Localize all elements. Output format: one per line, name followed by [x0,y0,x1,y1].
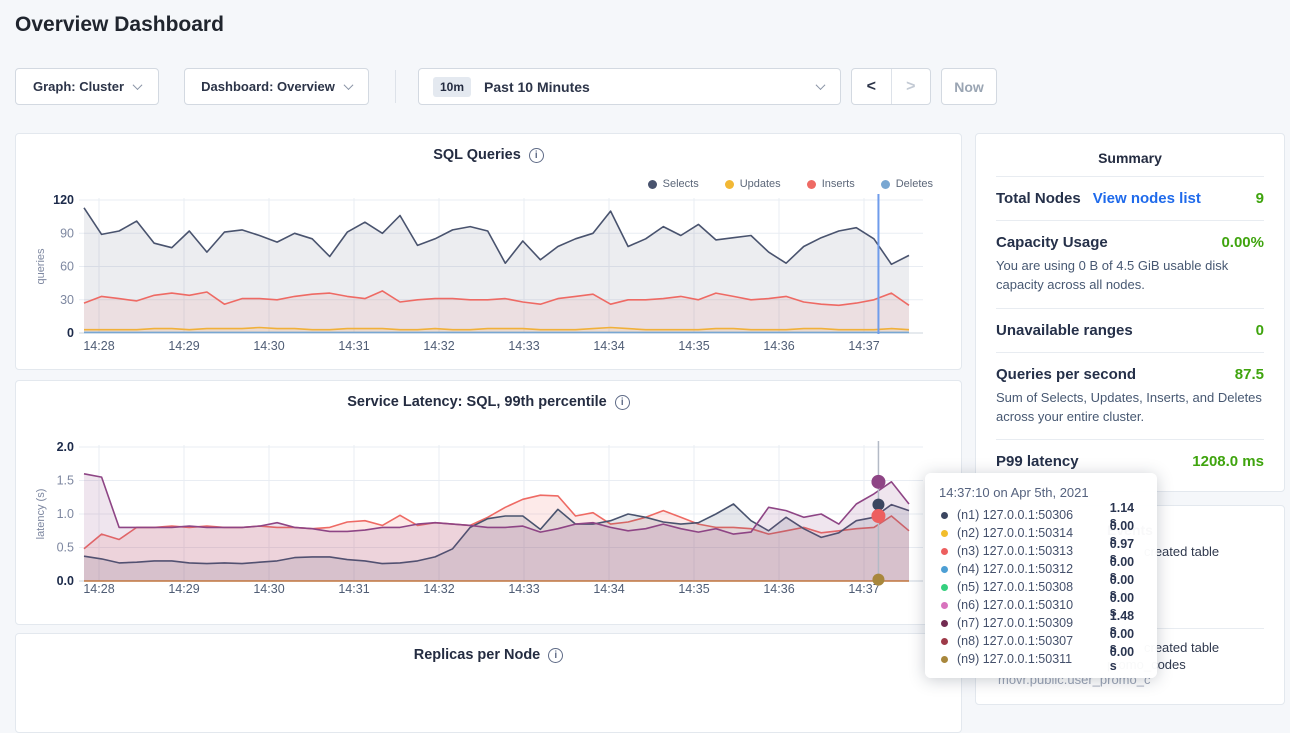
tooltip-node-address: (n3) 127.0.0.1:50313 [957,544,1110,558]
tooltip-node-address: (n4) 127.0.0.1:50312 [957,562,1110,576]
now-button[interactable]: Now [941,68,997,105]
svg-text:14:30: 14:30 [253,582,284,596]
summary-row-unavailable: Unavailable ranges 0 [996,308,1264,352]
svg-text:14:29: 14:29 [168,339,199,353]
svg-text:14:28: 14:28 [83,339,114,353]
node-color-dot-icon [941,512,948,519]
tooltip-node-address: (n9) 127.0.0.1:50311 [957,652,1110,666]
svg-text:60: 60 [60,260,74,274]
summary-title: Summary [976,134,1284,176]
tooltip-node-address: (n2) 127.0.0.1:50314 [957,526,1110,540]
svg-text:0.0: 0.0 [57,574,74,588]
svg-text:14:35: 14:35 [678,582,709,596]
svg-text:14:36: 14:36 [763,582,794,596]
tooltip-node-address: (n8) 127.0.0.1:50307 [957,634,1110,648]
tooltip-node-row: (n9) 127.0.0.1:503110.00 s [939,650,1143,668]
p99-latency-value: 1208.0 ms [1192,453,1264,470]
replicas-panel: Replicas per Nodei [15,633,962,733]
unavailable-ranges-label: Unavailable ranges [996,322,1133,339]
p99-latency-label: P99 latency [996,453,1079,470]
node-color-dot-icon [941,656,948,663]
dashboard-dropdown-label: Dashboard: Overview [201,79,335,94]
capacity-usage-label: Capacity Usage [996,234,1108,251]
time-range-selector[interactable]: 10m Past 10 Minutes [418,68,841,105]
tooltip-node-address: (n5) 127.0.0.1:50308 [957,580,1110,594]
page-title: Overview Dashboard [15,13,224,37]
svg-text:0: 0 [67,326,74,340]
chevron-down-icon [133,80,143,90]
chevron-down-icon [343,80,353,90]
svg-text:0.5: 0.5 [57,541,74,555]
unavailable-ranges-value: 0 [1256,322,1264,339]
svg-text:14:31: 14:31 [338,339,369,353]
svg-text:queries: queries [35,248,47,285]
replicas-title: Replicas per Nodei [16,647,961,663]
tooltip-node-address: (n1) 127.0.0.1:50306 [957,508,1110,522]
total-nodes-value: 9 [1256,190,1264,207]
node-color-dot-icon [941,620,948,627]
latency-chart[interactable]: 0.0 0.5 1.0 1.5 2.0 14:28 14:29 14:30 14:31 14:32… [16,381,961,624]
node-color-dot-icon [941,566,948,573]
view-nodes-list-link[interactable]: View nodes list [1093,190,1201,207]
svg-text:2.0: 2.0 [57,440,74,454]
svg-text:14:30: 14:30 [253,339,284,353]
node-color-dot-icon [941,584,948,591]
tooltip-node-address: (n7) 127.0.0.1:50309 [957,616,1110,630]
svg-text:14:32: 14:32 [423,582,454,596]
node-color-dot-icon [941,602,948,609]
capacity-usage-desc: You are using 0 B of 4.5 GiB usable disk… [996,257,1264,295]
graph-dropdown[interactable]: Graph: Cluster [15,68,159,105]
time-next-button[interactable]: > [892,69,931,104]
chevron-down-icon [816,80,826,90]
toolbar-divider [395,70,396,103]
summary-row-capacity: Capacity Usage 0.00% You are using 0 B o… [996,220,1264,308]
svg-text:14:32: 14:32 [423,339,454,353]
capacity-usage-value: 0.00% [1221,234,1264,251]
node-color-dot-icon [941,638,948,645]
graph-dropdown-label: Graph: Cluster [33,79,124,94]
latency-panel: Service Latency: SQL, 99th percentilei 0… [15,380,962,625]
time-range-badge: 10m [433,77,471,97]
qps-label: Queries per second [996,366,1136,383]
svg-text:14:29: 14:29 [168,582,199,596]
summary-row-qps: Queries per second 87.5 Sum of Selects, … [996,352,1264,440]
total-nodes-label: Total Nodes [996,190,1081,207]
node-color-dot-icon [941,548,948,555]
svg-text:90: 90 [60,226,74,240]
svg-text:14:35: 14:35 [678,339,709,353]
svg-text:1.5: 1.5 [57,474,74,488]
svg-text:latency (s): latency (s) [35,489,47,540]
svg-text:14:34: 14:34 [593,339,624,353]
chart-hover-tooltip: 14:37:10 on Apr 5th, 2021 (n1) 127.0.0.1… [925,473,1157,678]
qps-desc: Sum of Selects, Updates, Inserts, and De… [996,389,1264,427]
svg-text:14:37: 14:37 [848,339,879,353]
svg-text:30: 30 [60,293,74,307]
tooltip-node-latency: 0.00 s [1110,645,1143,673]
time-range-label: Past 10 Minutes [484,79,590,95]
node-color-dot-icon [941,530,948,537]
tooltip-node-address: (n6) 127.0.0.1:50310 [957,598,1110,612]
svg-text:14:33: 14:33 [508,582,539,596]
svg-text:120: 120 [53,193,74,207]
time-prev-button[interactable]: < [852,69,892,104]
svg-text:14:33: 14:33 [508,339,539,353]
summary-row-total-nodes: Total Nodes View nodes list 9 [996,176,1264,220]
qps-value: 87.5 [1235,366,1264,383]
svg-text:14:31: 14:31 [338,582,369,596]
summary-panel: Summary Total Nodes View nodes list 9 Ca… [975,133,1285,492]
overview-dashboard-page: { "page_title": "Overview Dashboard", "t… [0,0,1290,689]
sql-queries-chart[interactable]: 0 30 60 90 120 14:28 14:29 14:30 14:31 14:32 14:33… [16,134,961,369]
dashboard-dropdown[interactable]: Dashboard: Overview [184,68,369,105]
time-step-buttons: < > [851,68,931,105]
info-icon[interactable]: i [548,648,563,663]
svg-text:14:36: 14:36 [763,339,794,353]
svg-text:14:28: 14:28 [83,582,114,596]
tooltip-timestamp: 14:37:10 on Apr 5th, 2021 [939,485,1143,500]
svg-text:1.0: 1.0 [57,507,74,521]
sql-queries-panel: SQL Queriesi SelectsUpdatesInsertsDelete… [15,133,962,370]
svg-text:14:34: 14:34 [593,582,624,596]
